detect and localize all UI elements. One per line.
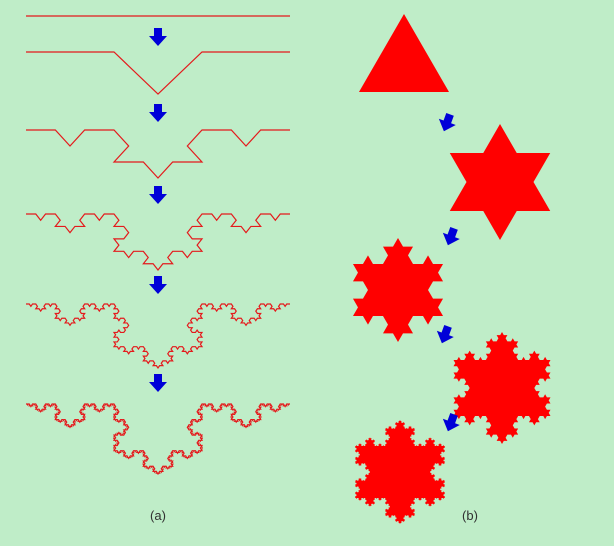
koch-snowflake-iter-2	[353, 238, 443, 342]
koch-snowflake-iter-0	[359, 14, 449, 92]
koch-snowflake-panel	[0, 0, 614, 546]
caption-a: (a)	[138, 508, 178, 523]
down-arrow-icon	[435, 111, 458, 134]
down-arrow-icon	[433, 323, 456, 346]
koch-snowflake-iter-3	[454, 332, 551, 444]
koch-snowflake-svg	[0, 0, 614, 546]
down-arrow-icon	[439, 225, 462, 248]
koch-snowflake-iter-4	[355, 420, 445, 524]
koch-snowflake-iter-1	[450, 124, 550, 240]
caption-b: (b)	[450, 508, 490, 523]
